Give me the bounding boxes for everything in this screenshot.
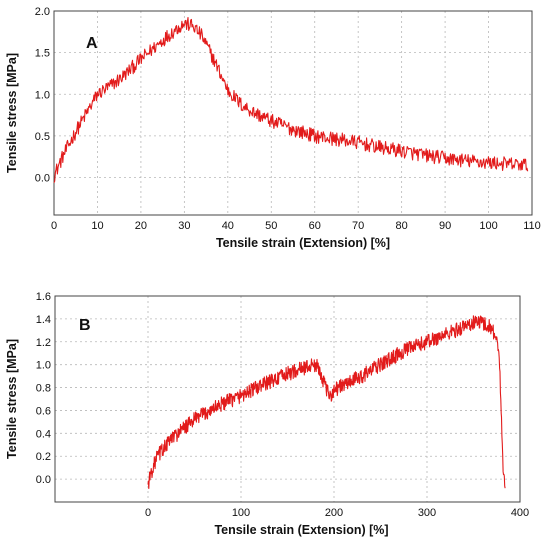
y-tick-label: 1.4	[36, 314, 51, 326]
data-series-line	[147, 315, 506, 490]
x-tick-label: 10	[91, 220, 103, 232]
x-tick-label: 0	[145, 507, 151, 519]
x-tick-label: 80	[396, 220, 408, 232]
panel-letter: A	[86, 35, 98, 52]
x-tick-label: 200	[325, 507, 343, 519]
x-tick-label: 300	[418, 507, 436, 519]
data-series-line	[53, 17, 529, 183]
x-tick-label: 400	[511, 507, 529, 519]
y-tick-label: 0.2	[36, 451, 51, 463]
grid-lines	[53, 10, 533, 215]
chart-b: 0 100 200 300 400 0.0 0.2 0.4 0.6 0.8 1.0 1.2 1.4 1.6…	[0, 272, 550, 539]
y-tick-label: 0.0	[35, 173, 50, 185]
chart-a-svg: 0 10 20 30 40 50 60 70 80 90 100 110 0.0 0.5 1.0 1.5 2.0…	[5, 6, 541, 250]
y-tick-label: 0.6	[36, 405, 51, 417]
x-tick-label: 50	[265, 220, 277, 232]
x-tick-label: 100	[232, 507, 250, 519]
y-tick-label: 0.0	[36, 474, 51, 486]
plot-frame	[53, 10, 533, 216]
x-tick-label: 40	[222, 220, 234, 232]
x-tick-label: 0	[51, 220, 57, 232]
y-tick-label: 0.5	[35, 131, 50, 143]
x-tick-label: 30	[178, 220, 190, 232]
plot-frame	[54, 295, 521, 503]
panel-letter: B	[79, 317, 91, 334]
x-axis-label: Tensile strain (Extension) [%]	[214, 523, 388, 537]
x-tick-label: 60	[309, 220, 321, 232]
chart-b-svg: 0 100 200 300 400 0.0 0.2 0.4 0.6 0.8 1.0 1.2 1.4 1.6…	[5, 291, 529, 537]
y-tick-label: 2.0	[35, 6, 50, 18]
x-tick-label: 100	[479, 220, 497, 232]
x-tick-label: 110	[523, 220, 541, 232]
x-tick-label: 70	[352, 220, 364, 232]
y-tick-label: 0.8	[36, 383, 51, 395]
x-tick-label: 20	[135, 220, 147, 232]
y-axis-label: Tensile stress [MPa]	[5, 339, 19, 459]
y-tick-label: 0.4	[36, 428, 51, 440]
x-tick-label: 90	[439, 220, 451, 232]
y-tick-label: 1.0	[36, 360, 51, 372]
y-axis-label: Tensile stress [MPa]	[5, 53, 19, 173]
grid-lines	[55, 295, 521, 502]
chart-a: 0 10 20 30 40 50 60 70 80 90 100 110 0.0 0.5 1.0 1.5 2.0…	[5, 6, 541, 250]
x-axis-label: Tensile strain (Extension) [%]	[216, 236, 390, 250]
y-tick-label: 1.5	[35, 48, 50, 60]
y-tick-label: 1.6	[36, 291, 51, 303]
y-tick-label: 1.2	[36, 337, 51, 349]
y-tick-label: 1.0	[35, 89, 50, 101]
